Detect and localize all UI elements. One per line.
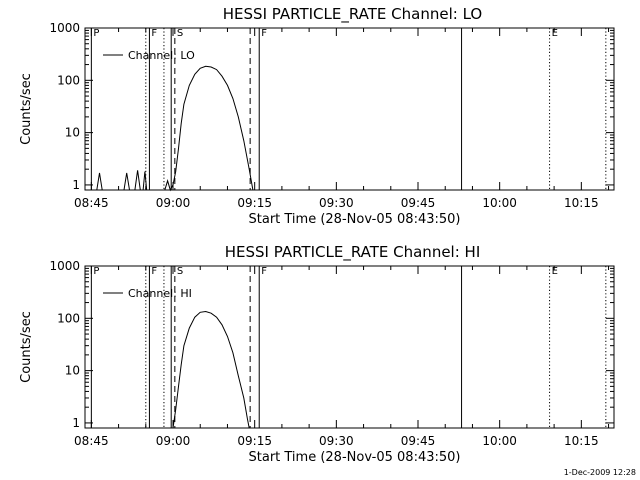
panel-1-event-marker-label: E — [552, 28, 558, 39]
panel-1-event-marker-label: F — [151, 28, 157, 39]
panel-2-x-tick-label: 09:30 — [319, 434, 354, 448]
panel-1-event-marker-label: F — [261, 28, 267, 39]
panel-2-x-tick-label: 08:45 — [74, 434, 109, 448]
panel-2-event-marker-label: F — [261, 266, 267, 277]
panel-2-y-tick-label: 100 — [57, 311, 80, 325]
footer-timestamp: 1-Dec-2009 12:28 — [564, 468, 636, 477]
panel-1-x-tick-label: 09:00 — [156, 196, 191, 210]
panel-1-event-marker-label: S — [177, 28, 183, 39]
panel-1-x-axis-label: Start Time (28-Nov-05 08:43:50) — [249, 212, 461, 227]
panel-2-event-marker-label: P — [93, 266, 99, 277]
panel-2-y-tick-label: 10 — [65, 364, 80, 378]
panel-2-series-line — [172, 310, 250, 429]
panel-1-series-line — [85, 65, 254, 192]
panel-2-x-tick-label: 09:00 — [156, 434, 191, 448]
panel-2-x-tick-label: 10:00 — [482, 434, 517, 448]
panel-2-event-marker-label: S — [177, 266, 183, 277]
panel-1-legend-entry: Channel: LO — [128, 49, 195, 62]
panel-2-legend-entry: Channel: HI — [128, 287, 192, 300]
panel-1-x-tick-label: 10:00 — [482, 196, 517, 210]
panel-1-y-axis-label: Counts/sec — [19, 73, 34, 145]
panel-2-x-tick-label: 09:45 — [401, 434, 436, 448]
panel-1-x-tick-label: 10:15 — [564, 196, 599, 210]
panel-2-x-axis-label: Start Time (28-Nov-05 08:43:50) — [249, 450, 461, 465]
panel-2-y-axis-label: Counts/sec — [19, 311, 34, 383]
panel-2-y-tick-label: 1 — [72, 416, 80, 430]
panel-2-plot-frame — [84, 265, 615, 429]
panel-2-event-marker-label: E — [552, 266, 558, 277]
panel-2-title: HESSI PARTICLE_RATE Channel: HI — [225, 243, 481, 262]
panel-1-x-tick-label: 09:30 — [319, 196, 354, 210]
panel-2-x-tick-label: 09:15 — [237, 434, 272, 448]
panel-1-y-tick-label: 10 — [65, 126, 80, 140]
panel-1-y-tick-label: 1 — [72, 178, 80, 192]
panel-1-y-tick-label: 1000 — [49, 21, 80, 35]
panel-1-x-tick-label: 09:15 — [237, 196, 272, 210]
panel-2-x-tick-label: 10:15 — [564, 434, 599, 448]
panel-1-y-tick-label: 100 — [57, 73, 80, 87]
panel-2-event-marker-label: F — [151, 266, 157, 277]
panel-1-plot-frame — [84, 27, 615, 191]
panel-2-y-tick-label: 1000 — [49, 259, 80, 273]
panel-1-x-tick-label: 08:45 — [74, 196, 109, 210]
panel-1-event-marker-label: P — [93, 28, 99, 39]
panel-1-x-tick-label: 09:45 — [401, 196, 436, 210]
panel-1-title: HESSI PARTICLE_RATE Channel: LO — [223, 5, 482, 24]
